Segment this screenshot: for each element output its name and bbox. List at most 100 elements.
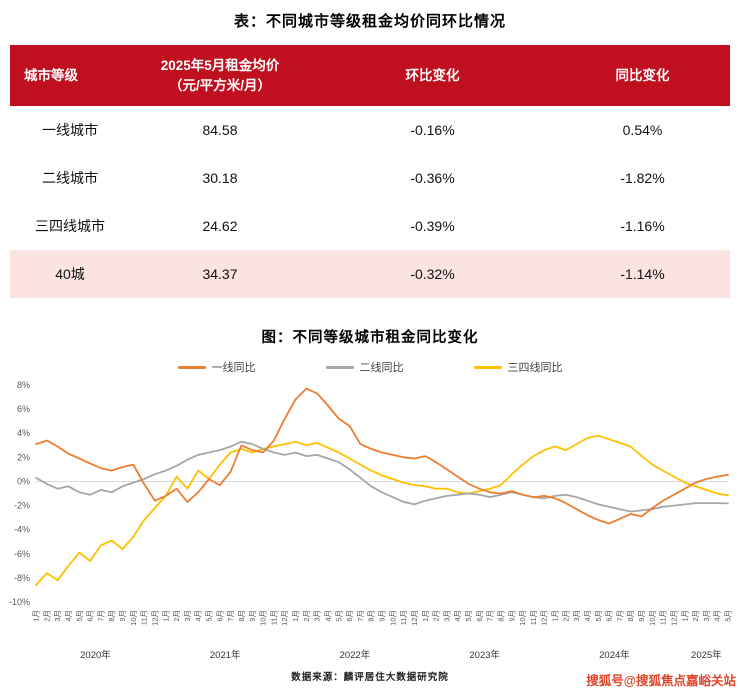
svg-text:5月: 5月 [724, 610, 733, 622]
col-header-tier: 城市等级 [10, 45, 130, 107]
cities40-mom: -0.32% [310, 250, 555, 299]
svg-text:10月: 10月 [648, 610, 657, 626]
tier34-mom: -0.39% [310, 202, 555, 251]
svg-text:2月: 2月 [172, 610, 181, 622]
cities40-yoy: -1.14% [555, 250, 730, 299]
svg-text:2月: 2月 [561, 610, 570, 622]
tier1-mom: -0.16% [310, 106, 555, 155]
tier1-name: 一线城市 [10, 106, 130, 155]
tier2-price: 30.18 [130, 154, 310, 203]
svg-text:11月: 11月 [659, 610, 668, 625]
svg-text:4月: 4月 [713, 610, 722, 622]
col-header-price-line2: （元/平方米/月） [168, 77, 271, 93]
svg-text:6月: 6月 [475, 610, 484, 622]
col-header-yoy: 同比变化 [555, 45, 730, 107]
tier1-price: 84.58 [130, 106, 310, 155]
svg-text:1月: 1月 [291, 610, 300, 622]
table-header-row: 城市等级 2025年5月租金均价 （元/平方米/月） 环比变化 同比变化 [10, 45, 730, 107]
svg-text:9月: 9月 [118, 610, 127, 622]
svg-text:10月: 10月 [259, 610, 268, 626]
svg-text:-2%: -2% [14, 501, 30, 511]
svg-text:6月: 6月 [345, 610, 354, 622]
svg-text:11月: 11月 [399, 610, 408, 625]
svg-text:3月: 3月 [572, 610, 581, 622]
svg-text:4月: 4月 [453, 610, 462, 622]
svg-text:2月: 2月 [42, 610, 51, 622]
tier34-price: 24.62 [130, 202, 310, 251]
svg-text:12月: 12月 [540, 610, 549, 626]
svg-text:5月: 5月 [334, 610, 343, 622]
svg-text:8月: 8月 [367, 610, 376, 622]
legend-label-tier34: 三四线同比 [507, 362, 563, 375]
svg-text:1月: 1月 [421, 610, 430, 622]
svg-text:1月: 1月 [551, 610, 560, 622]
svg-text:8月: 8月 [626, 610, 635, 622]
svg-text:4月: 4月 [583, 610, 592, 622]
table-row-tier34: 三四线城市 24.62 -0.39% -1.16% [10, 202, 730, 251]
tier34-line-icon [473, 365, 502, 369]
tier2-line-icon [325, 365, 354, 369]
svg-text:12月: 12月 [410, 610, 419, 626]
svg-text:12月: 12月 [669, 610, 678, 626]
svg-text:0%: 0% [17, 477, 30, 487]
svg-text:2020年: 2020年 [80, 649, 111, 661]
svg-text:2%: 2% [17, 452, 30, 462]
svg-text:5月: 5月 [594, 610, 603, 622]
svg-text:11月: 11月 [140, 610, 149, 625]
legend-label-tier1: 一线同比 [211, 362, 256, 375]
svg-text:4月: 4月 [64, 610, 73, 622]
svg-text:3月: 3月 [702, 610, 711, 622]
tier34-name: 三四线城市 [10, 202, 130, 251]
legend-item-tier2: 二线同比 [325, 359, 404, 375]
col-header-mom: 环比变化 [310, 45, 555, 107]
col-header-price: 2025年5月租金均价 （元/平方米/月） [130, 45, 310, 107]
svg-text:1月: 1月 [680, 610, 689, 622]
svg-text:2月: 2月 [691, 610, 700, 622]
svg-text:7月: 7月 [356, 610, 365, 622]
svg-text:-8%: -8% [14, 573, 30, 583]
svg-text:2021年: 2021年 [210, 649, 241, 661]
svg-text:3月: 3月 [53, 610, 62, 622]
page-footer: 数据来源：麟评居住大数据研究院 搜狐号@搜狐焦点嘉峪关站 [0, 669, 740, 688]
svg-text:9月: 9月 [378, 610, 387, 622]
svg-text:1月: 1月 [161, 610, 170, 622]
table-row-tier1: 一线城市 84.58 -0.16% 0.54% [10, 106, 730, 155]
svg-text:8月: 8月 [107, 610, 116, 622]
svg-text:7月: 7月 [486, 610, 495, 622]
legend-item-tier34: 三四线同比 [473, 359, 563, 375]
svg-text:5月: 5月 [205, 610, 214, 622]
data-source-note: 数据来源：麟评居住大数据研究院 [291, 672, 449, 683]
svg-text:11月: 11月 [269, 610, 278, 625]
table-row-tier2: 二线城市 30.18 -0.36% -1.82% [10, 154, 730, 203]
svg-text:2024年: 2024年 [599, 649, 630, 661]
svg-text:5月: 5月 [75, 610, 84, 622]
svg-text:3月: 3月 [313, 610, 322, 622]
svg-text:-4%: -4% [14, 525, 30, 535]
svg-text:10月: 10月 [129, 610, 138, 626]
svg-text:2023年: 2023年 [469, 649, 500, 661]
tier2-mom: -0.36% [310, 154, 555, 203]
svg-text:11月: 11月 [529, 610, 538, 625]
tier2-name: 二线城市 [10, 154, 130, 203]
svg-text:12月: 12月 [280, 610, 289, 626]
svg-text:2月: 2月 [302, 610, 311, 622]
svg-text:5月: 5月 [464, 610, 473, 622]
svg-text:6月: 6月 [86, 610, 95, 622]
svg-text:-6%: -6% [14, 549, 30, 559]
svg-text:3月: 3月 [183, 610, 192, 622]
legend-label-tier2: 二线同比 [359, 362, 404, 375]
svg-text:9月: 9月 [507, 610, 516, 622]
svg-text:4月: 4月 [194, 610, 203, 622]
sohu-watermark: 搜狐号@搜狐焦点嘉峪关站 [586, 674, 736, 688]
table-row-40cities: 40城 34.37 -0.32% -1.14% [10, 250, 730, 299]
svg-text:2022年: 2022年 [340, 649, 371, 661]
svg-text:2025年: 2025年 [691, 649, 722, 661]
tier34-yoy: -1.16% [555, 202, 730, 251]
cities40-price: 34.37 [130, 250, 310, 299]
svg-text:9月: 9月 [248, 610, 257, 622]
svg-text:6月: 6月 [605, 610, 614, 622]
svg-text:10月: 10月 [388, 610, 397, 626]
svg-text:7月: 7月 [96, 610, 105, 622]
svg-text:6%: 6% [17, 404, 30, 414]
svg-text:9月: 9月 [637, 610, 646, 622]
